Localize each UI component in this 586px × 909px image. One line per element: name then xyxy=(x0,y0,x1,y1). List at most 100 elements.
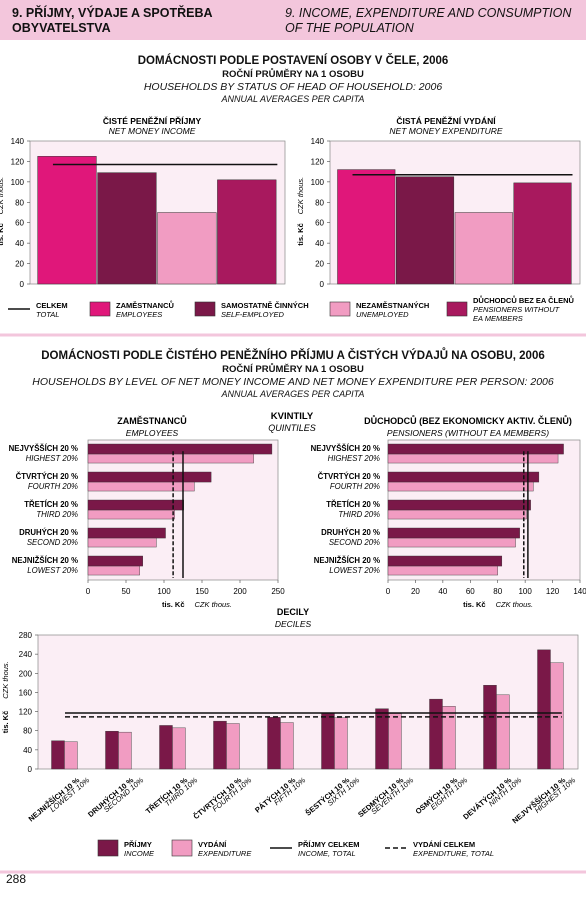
expenditure-status-y-label: tis. Kč xyxy=(296,223,305,246)
pensioners-quintiles-x-label-en: CZK thous. xyxy=(496,600,534,609)
income-status-y-tick-label: 60 xyxy=(15,219,24,228)
pensioners-quintiles-category-label: TŘETÍCH 20 % xyxy=(326,500,380,509)
header-title-en: 9. INCOME, EXPENDITURE AND CONSUMPTION O… xyxy=(285,6,572,35)
income-status-bar xyxy=(97,172,157,285)
expenditure-status-bar xyxy=(396,176,455,285)
employees-quintiles-category-label-en: FOURTH 20% xyxy=(28,482,78,491)
section2-title-en: HOUSEHOLDS BY LEVEL OF NET MONEY INCOME … xyxy=(32,376,554,388)
legend-expenditure-label-en: EXPENDITURE xyxy=(198,849,252,858)
section1-subtitle-cz: ROČNÍ PRŮMĚRY NA 1 OSOBU xyxy=(222,69,364,80)
legend-expenditure-total-label-en: EXPENDITURE, TOTAL xyxy=(413,849,494,858)
deciles-bar-income xyxy=(537,649,551,770)
expenditure-status-y-tick-label: 120 xyxy=(311,157,325,166)
employees-quintiles-category-label: ČTVRTÝCH 20 % xyxy=(16,472,78,481)
deciles-bar-expenditure xyxy=(118,731,132,770)
section2-title-cz: DOMÁCNOSTI PODLE ČISTÉHO PENĚŽNÍHO PŘÍJM… xyxy=(41,350,545,362)
deciles-bar-expenditure xyxy=(442,706,456,770)
employees-quintiles-category-label-en: LOWEST 20% xyxy=(27,566,78,575)
header-band xyxy=(0,0,586,40)
legend-income-label-en: INCOME xyxy=(124,849,155,858)
legend-unemployed-label: NEZAMĚSTNANÝCH xyxy=(356,301,429,310)
pensioners-quintiles-category-label-en: HIGHEST 20% xyxy=(328,454,380,463)
pensioners-quintiles-x-label: tis. Kč xyxy=(463,600,486,609)
deciles-bar-expenditure xyxy=(550,662,564,770)
pensioners-quintiles-bar-income xyxy=(387,499,531,511)
section1-title-cz: DOMÁCNOSTI PODLE POSTAVENÍ OSOBY V ČELE,… xyxy=(137,55,449,67)
deciles-bar-income xyxy=(213,720,227,770)
legend-expenditure-label: VYDÁNÍ xyxy=(198,840,227,849)
pensioners-quintiles-bar-income xyxy=(387,443,564,455)
pensioners-quintiles-bar-income xyxy=(387,555,503,567)
deciles-bar-expenditure xyxy=(388,713,402,770)
pensioners-quintiles-bar-expenditure xyxy=(387,481,534,492)
legend-employees-swatch xyxy=(89,301,111,317)
pensioners-quintiles-category-label: NEJNIŽŠÍCH 20 % xyxy=(314,556,380,565)
pensioners-quintiles-x-tick-label: 60 xyxy=(466,587,475,596)
header-title-cz: 9. PŘÍJMY, VÝDAJE A SPOTŘEBA OBYVATELSTV… xyxy=(12,6,213,35)
legend-income-label: PŘÍJMY xyxy=(124,840,152,849)
employees-quintiles-x-tick-label: 0 xyxy=(86,587,91,596)
pensioners-quintiles-bar-income xyxy=(387,471,540,483)
employees-quintiles-x-tick-label: 150 xyxy=(195,587,209,596)
deciles-bar-income xyxy=(483,685,497,770)
pensioners-quintiles-category-label-en: LOWEST 20% xyxy=(329,566,380,575)
quintiles-label: QUINTILES xyxy=(268,423,316,433)
legend-income-total-label-en: INCOME, TOTAL xyxy=(298,849,356,858)
deciles-y-tick-label: 200 xyxy=(19,669,33,678)
expenditure-status-title: ČISTÁ PENĚŽNÍ VYDÁNÍ xyxy=(396,115,496,126)
deciles-bar-expenditure xyxy=(226,723,240,770)
income-status-title: ČISTÉ PENĚŽNÍ PŘÍJMY xyxy=(103,115,202,126)
income-status-y-label-en: CZK thous. xyxy=(0,177,5,215)
expenditure-status-bar xyxy=(513,182,572,285)
legend-self-swatch xyxy=(194,301,216,317)
employees-quintiles-subtitle: EMPLOYEES xyxy=(126,428,179,438)
pensioners-quintiles-category-label: ČTVRTÝCH 20 % xyxy=(318,472,380,481)
income-status-bar xyxy=(157,212,217,285)
deciles-bar-income xyxy=(105,730,119,770)
deciles-bar-income xyxy=(429,698,443,770)
employees-quintiles-category-label: NEJVYŠŠÍCH 20 % xyxy=(9,444,78,453)
legend-self-label-en: SELF-EMPLOYED xyxy=(221,310,285,319)
income-status-y-tick-label: 80 xyxy=(15,198,24,207)
pensioners-quintiles-category-label-en: SECOND 20% xyxy=(329,538,380,547)
expenditure-status-y-tick-label: 0 xyxy=(320,280,325,289)
deciles-bar-expenditure xyxy=(64,741,78,770)
pensioners-quintiles-bar-expenditure xyxy=(387,453,559,464)
deciles-bar-income xyxy=(159,725,173,770)
employees-quintiles-bar-income xyxy=(87,527,166,539)
deciles-y-tick-label: 240 xyxy=(19,650,33,659)
deciles-y-tick-label: 80 xyxy=(23,727,32,736)
legend-pensioners-label: DŮCHODCŮ BEZ EA ČLENŮ xyxy=(473,295,574,305)
deciles-y-tick-label: 160 xyxy=(19,688,33,697)
income-status-bar xyxy=(37,156,97,285)
employees-quintiles-x-label-en: CZK thous. xyxy=(195,600,233,609)
deciles-bar-expenditure xyxy=(496,694,510,770)
deciles-category-label: NEJNIŽŠÍCH 10 % xyxy=(27,775,82,823)
legend-pensioners-label-en2: EA MEMBERS xyxy=(473,314,523,323)
employees-quintiles-bar-expenditure xyxy=(87,537,157,548)
employees-quintiles-bar-income xyxy=(87,443,273,455)
deciles-y-tick-label: 40 xyxy=(23,746,32,755)
employees-quintiles-bar-expenditure xyxy=(87,481,195,492)
pensioners-quintiles-x-tick-label: 40 xyxy=(438,587,447,596)
employees-quintiles-x-tick-label: 250 xyxy=(271,587,285,596)
pensioners-quintiles-x-tick-label: 120 xyxy=(546,587,560,596)
legend-unemployed-label-en: UNEMPLOYED xyxy=(356,310,409,319)
deciles-y-tick-label: 0 xyxy=(28,765,33,774)
deciles-bar-expenditure xyxy=(172,727,186,770)
income-status-y-label: tis. Kč xyxy=(0,223,5,246)
expenditure-status-y-tick-label: 80 xyxy=(315,198,324,207)
pensioners-quintiles-bar-expenditure xyxy=(387,565,498,576)
deciles-bar-expenditure xyxy=(334,717,348,770)
pensioners-quintiles-x-tick-label: 80 xyxy=(493,587,502,596)
pensioners-quintiles-x-tick-label: 20 xyxy=(411,587,420,596)
section2-subtitle-cz: ROČNÍ PRŮMĚRY NA 1 OSOBU xyxy=(222,364,364,375)
deciles-y-tick-label: 120 xyxy=(19,708,33,717)
pensioners-quintiles-x-tick-label: 140 xyxy=(573,587,586,596)
expenditure-status-y-tick-label: 20 xyxy=(315,260,324,269)
expenditure-status-subtitle: NET MONEY EXPENDITURE xyxy=(389,126,503,136)
employees-quintiles-bar-expenditure xyxy=(87,453,254,464)
deciles-y-tick-label: 280 xyxy=(19,631,33,640)
pensioners-quintiles-category-label: DRUHÝCH 20 % xyxy=(321,528,380,537)
deciles-category-label: SEDMÝCH 10 % xyxy=(356,775,405,819)
